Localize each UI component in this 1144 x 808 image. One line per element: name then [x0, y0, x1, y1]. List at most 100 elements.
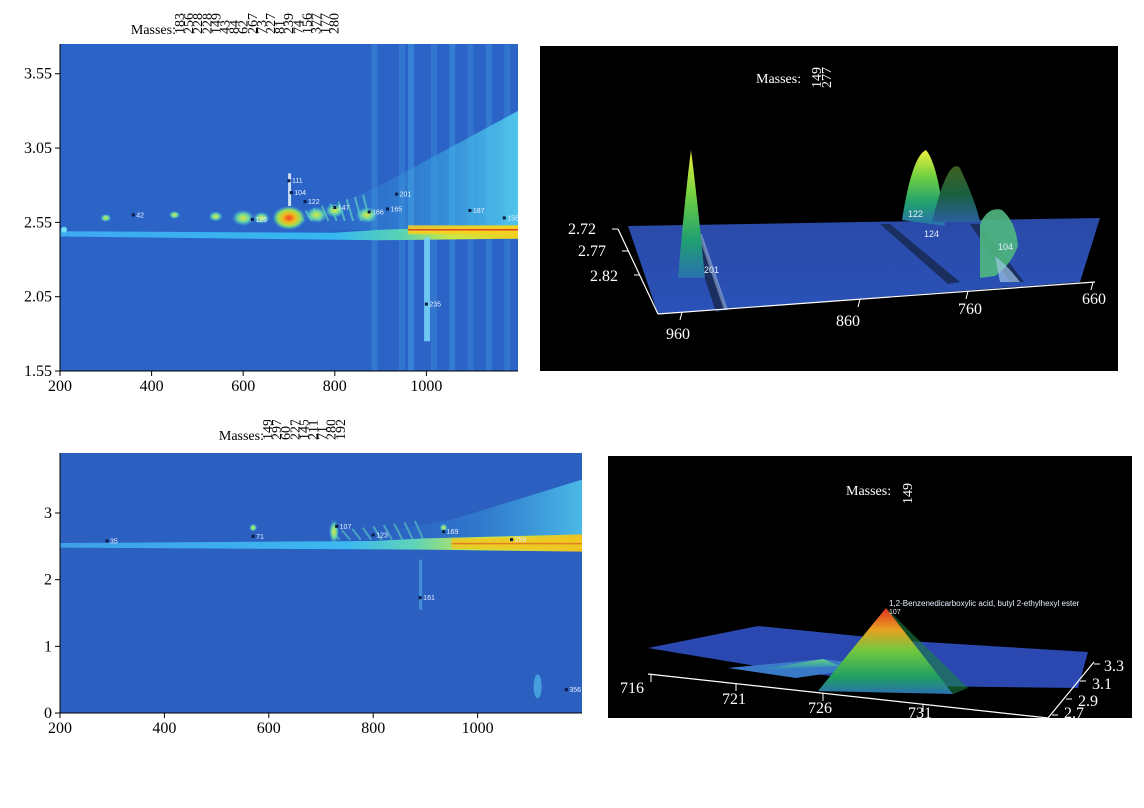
peak-marker: [105, 539, 109, 543]
x-tick-label: 716: [620, 680, 644, 697]
signal-column: [419, 559, 423, 610]
surface-streak: [698, 234, 728, 310]
signal-streak: [382, 524, 393, 541]
heatmap-panel-top: 200 400 600 800 1000 1.55 2.05 2.55 3.05 3.55 42 1…: [0, 0, 530, 400]
heatmap-signal: [60, 44, 518, 371]
peak-label: 147: [338, 205, 350, 212]
peak-marker: [251, 534, 255, 538]
masses-list: Masses:183256228228149438462267732278123…: [131, 13, 343, 38]
mass-value: 277: [820, 67, 835, 88]
x-tick-label: 726: [808, 700, 832, 717]
peak-marker: [250, 217, 254, 221]
peak-marker: [333, 206, 337, 209]
peak-label: 122: [908, 209, 923, 219]
signal-spot: [232, 209, 255, 226]
mass-value: 297: [270, 420, 285, 440]
surface-peak: [886, 608, 968, 694]
mass-value: 192: [334, 420, 349, 440]
mass-value: 228: [191, 13, 206, 34]
peak-labels: 35 71 107 123 169 161 259 356: [105, 524, 581, 694]
signal-spot: [208, 211, 223, 222]
signal-spot: [325, 203, 345, 218]
y-tick-label: 2.82: [590, 268, 618, 285]
peak-label: 71: [256, 534, 264, 541]
peak-marker: [468, 208, 472, 212]
peak-marker: [418, 596, 422, 600]
y-tick-label: 0: [44, 705, 52, 722]
x-tick-label: 731: [908, 705, 932, 718]
signal-spot: [329, 519, 340, 544]
signal-glow: [298, 110, 518, 230]
mass-value: 149: [209, 13, 224, 34]
signal-streak: [351, 528, 362, 541]
signal-column: [288, 173, 292, 207]
masses-label: Masses:: [846, 484, 891, 499]
peak-id: 107: [889, 609, 901, 616]
x-tick-label: 660: [1082, 291, 1106, 308]
peak-label: 235: [429, 302, 441, 309]
y-axis: [1047, 661, 1095, 719]
mass-value: 145: [297, 420, 312, 440]
mass-value: 62: [237, 20, 252, 34]
mass-value: 280: [328, 13, 343, 34]
mass-value: 267: [246, 13, 261, 34]
surface-peak: [818, 608, 953, 694]
peak-label: 104: [998, 242, 1013, 252]
peak-label: 107: [340, 524, 352, 531]
x-tick-label: 760: [958, 301, 982, 318]
peak-marker: [289, 191, 293, 195]
peak-marker: [385, 207, 389, 211]
y-tick-label: 3.3: [1104, 658, 1124, 675]
signal-streak: [345, 199, 355, 222]
x-tick-label: 200: [48, 378, 72, 395]
mass-value: 177: [319, 13, 334, 34]
heatmap-panel-bottom: 200 400 600 800 1000 0 1 2 3 35 71 107 123 169 161 259…: [0, 419, 590, 803]
signal-spot: [61, 226, 67, 233]
signal-spot: [305, 206, 328, 223]
surface-peak: [932, 166, 980, 222]
plot-area: [60, 453, 582, 713]
heatmap-chart-top: 200 400 600 800 1000 1.55 2.05 2.55 3.05 3.55 42 1…: [24, 13, 519, 395]
x-tick-label: 400: [152, 720, 176, 737]
y-tick-label: 3.05: [24, 140, 52, 157]
mass-value: 74: [291, 20, 306, 34]
peak-marker: [395, 192, 399, 196]
y-tick-label: 3.1: [1092, 676, 1112, 693]
x-tick-label: 600: [231, 378, 255, 395]
signal-column: [424, 237, 431, 342]
surface-chart-top: 960 860 760 660 2.72 2.77 2.82 122 124 1…: [568, 67, 1106, 343]
signal-spot: [253, 211, 270, 224]
y-tick-label: 1: [44, 638, 52, 655]
y-tick-label: 1.55: [24, 363, 52, 380]
peak-marker: [442, 530, 446, 534]
signal-band: [60, 225, 518, 241]
mass-value: 256: [182, 13, 197, 34]
y-tick-label: 2.55: [24, 214, 52, 231]
peak-label: 124: [924, 229, 939, 239]
peak-label: 122: [308, 199, 320, 206]
peak-label: 161: [423, 595, 435, 602]
signal-spot: [249, 523, 258, 532]
x-tick-label: 860: [836, 313, 860, 330]
signal-streak: [403, 521, 414, 541]
mass-value: 149: [901, 483, 916, 504]
mass-value: 73: [255, 20, 270, 34]
peak-label: 104: [294, 190, 306, 197]
signal-spot: [272, 205, 306, 230]
peak-name: 1,2-Benzenedicarboxylic acid, butyl 2-et…: [889, 599, 1080, 608]
signal-streak: [393, 523, 404, 541]
x-tick-label: 400: [140, 378, 164, 395]
surface-peak: [758, 659, 840, 670]
y-tick-label: 3.55: [24, 66, 52, 83]
peak-marker: [287, 179, 291, 183]
peak-label: 165: [390, 206, 402, 213]
mass-value: 149: [810, 67, 825, 88]
y-tick-label: 3: [44, 505, 52, 522]
y-tick-label: 2.9: [1078, 693, 1098, 710]
peak-label: 201: [704, 265, 719, 275]
mass-value: 43: [219, 20, 234, 34]
x-tick-label: 960: [666, 326, 690, 343]
